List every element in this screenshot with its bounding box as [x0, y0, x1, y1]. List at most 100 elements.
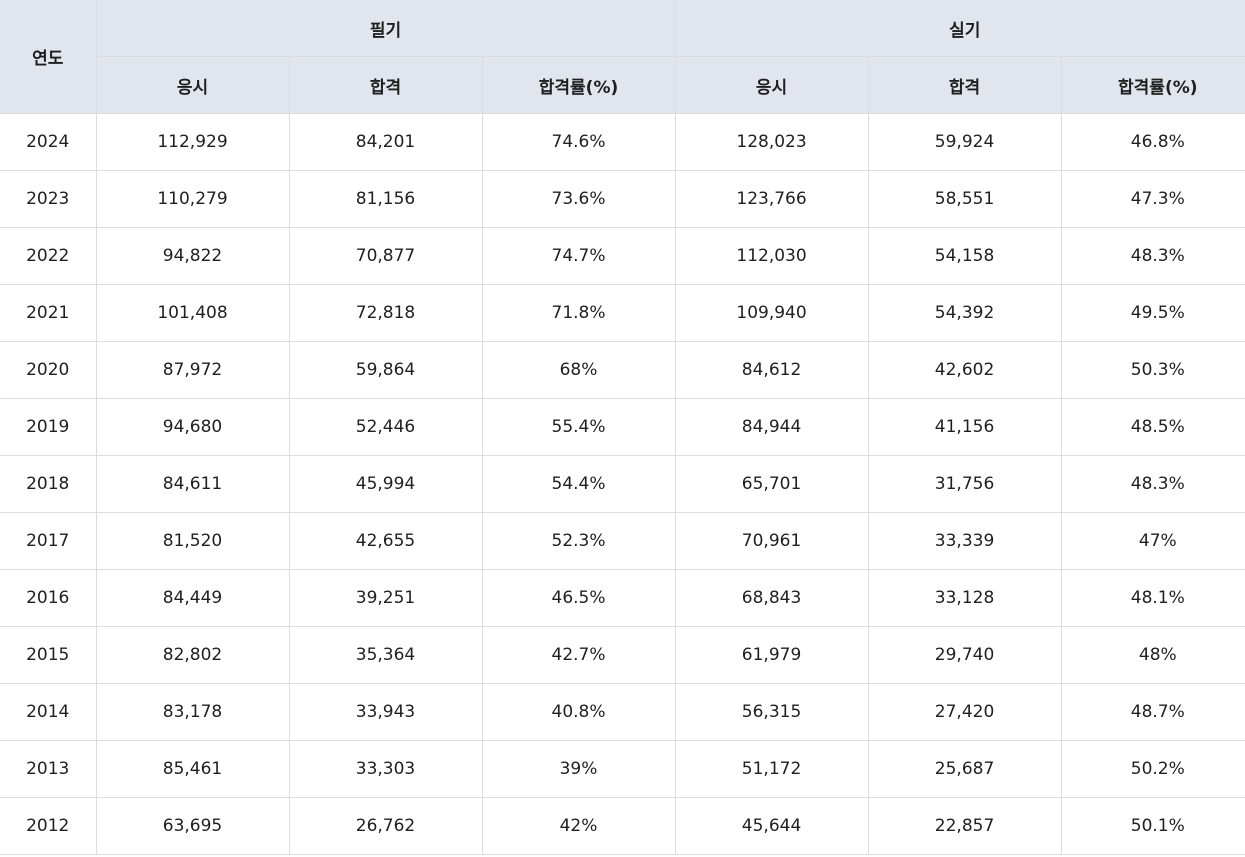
cell-practical-passed: 54,158 — [867, 227, 1062, 285]
cell-year: 2018 — [0, 455, 97, 513]
cell-year: 2014 — [0, 683, 97, 741]
cell-written-applicants: 110,279 — [95, 170, 290, 228]
cell-practical-passed: 25,687 — [867, 740, 1062, 798]
cell-practical-passed: 54,392 — [867, 284, 1062, 342]
cell-practical-applicants: 65,701 — [674, 455, 869, 513]
cell-year: 2021 — [0, 284, 97, 342]
cell-written-pass-rate: 52.3% — [481, 512, 676, 570]
table-row: 2021 101,408 72,818 71.8% 109,940 54,392 49.5% — [0, 284, 1245, 342]
header-row-groups: 연도 필기 실기 — [0, 0, 1245, 114]
cell-written-pass-rate: 74.7% — [481, 227, 676, 285]
cell-written-applicants: 83,178 — [95, 683, 290, 741]
header-written-pass-rate: 합격률(%) — [481, 56, 676, 114]
cell-year: 2022 — [0, 227, 97, 285]
cell-written-passed: 52,446 — [288, 398, 483, 456]
cell-practical-applicants: 123,766 — [674, 170, 869, 228]
cell-written-passed: 70,877 — [288, 227, 483, 285]
cell-year: 2015 — [0, 626, 97, 684]
cell-practical-passed: 59,924 — [867, 113, 1062, 171]
cell-written-applicants: 81,520 — [95, 512, 290, 570]
cell-written-pass-rate: 71.8% — [481, 284, 676, 342]
cell-practical-applicants: 68,843 — [674, 569, 869, 627]
cell-practical-passed: 33,339 — [867, 512, 1062, 570]
cell-practical-passed: 27,420 — [867, 683, 1062, 741]
header-group-practical: 실기 — [674, 0, 1245, 57]
cell-written-pass-rate: 46.5% — [481, 569, 676, 627]
cell-written-applicants: 94,822 — [95, 227, 290, 285]
cell-written-applicants: 82,802 — [95, 626, 290, 684]
cell-practical-passed: 29,740 — [867, 626, 1062, 684]
cell-practical-applicants: 70,961 — [674, 512, 869, 570]
cell-year: 2019 — [0, 398, 97, 456]
cell-year: 2012 — [0, 797, 97, 855]
header-group-written: 필기 — [95, 0, 676, 57]
table-row: 2020 87,972 59,864 68% 84,612 42,602 50.3% — [0, 341, 1245, 399]
cell-written-pass-rate: 74.6% — [481, 113, 676, 171]
cell-written-applicants: 101,408 — [95, 284, 290, 342]
cell-written-pass-rate: 55.4% — [481, 398, 676, 456]
cell-practical-passed: 33,128 — [867, 569, 1062, 627]
cell-practical-pass-rate: 48.3% — [1060, 455, 1245, 513]
cell-practical-pass-rate: 48.3% — [1060, 227, 1245, 285]
header-written-applicants: 응시 — [96, 56, 290, 114]
cell-written-applicants: 112,929 — [95, 113, 290, 171]
cell-year: 2013 — [0, 740, 97, 798]
cell-written-pass-rate: 54.4% — [481, 455, 676, 513]
table-header: 연도 필기 실기 응시 합격 합격률(%) 응시 합격 합격률(%) — [0, 0, 1245, 114]
cell-practical-passed: 58,551 — [867, 170, 1062, 228]
cell-practical-applicants: 128,023 — [674, 113, 869, 171]
table-row: 2022 94,822 70,877 74.7% 112,030 54,158 48.3% — [0, 227, 1245, 285]
table-row: 2017 81,520 42,655 52.3% 70,961 33,339 47% — [0, 512, 1245, 570]
cell-practical-pass-rate: 50.1% — [1060, 797, 1245, 855]
cell-written-pass-rate: 39% — [481, 740, 676, 798]
cell-written-passed: 81,156 — [288, 170, 483, 228]
header-year: 연도 — [0, 0, 97, 114]
table-row: 2015 82,802 35,364 42.7% 61,979 29,740 48% — [0, 626, 1245, 684]
cell-written-applicants: 87,972 — [95, 341, 290, 399]
table-row: 2014 83,178 33,943 40.8% 56,315 27,420 48.7% — [0, 683, 1245, 741]
cell-practical-passed: 42,602 — [867, 341, 1062, 399]
cell-practical-pass-rate: 47.3% — [1060, 170, 1245, 228]
cell-practical-pass-rate: 46.8% — [1060, 113, 1245, 171]
cell-practical-passed: 22,857 — [867, 797, 1062, 855]
cell-written-passed: 59,864 — [288, 341, 483, 399]
cell-practical-pass-rate: 48.7% — [1060, 683, 1245, 741]
cell-written-passed: 72,818 — [288, 284, 483, 342]
cell-written-applicants: 94,680 — [95, 398, 290, 456]
cell-written-passed: 39,251 — [288, 569, 483, 627]
table-body: 2024 112,929 84,201 74.6% 128,023 59,924 46.8%… — [0, 113, 1245, 855]
cell-practical-pass-rate: 50.3% — [1060, 341, 1245, 399]
table-row: 2013 85,461 33,303 39% 51,172 25,687 50.2% — [0, 740, 1245, 798]
cell-written-passed: 33,943 — [288, 683, 483, 741]
cell-written-passed: 84,201 — [288, 113, 483, 171]
cell-practical-applicants: 56,315 — [674, 683, 869, 741]
cell-practical-applicants: 109,940 — [674, 284, 869, 342]
cell-practical-pass-rate: 49.5% — [1060, 284, 1245, 342]
cell-written-passed: 33,303 — [288, 740, 483, 798]
header-row-columns: 응시 합격 합격률(%) 응시 합격 합격률(%) — [0, 56, 1245, 114]
cell-practical-applicants: 112,030 — [674, 227, 869, 285]
header-practical-applicants: 응시 — [674, 56, 869, 114]
cell-practical-pass-rate: 48.1% — [1060, 569, 1245, 627]
header-written-passed: 합격 — [288, 56, 483, 114]
cell-written-pass-rate: 73.6% — [481, 170, 676, 228]
cell-year: 2024 — [0, 113, 97, 171]
cell-practical-passed: 41,156 — [867, 398, 1062, 456]
cell-practical-pass-rate: 48% — [1060, 626, 1245, 684]
cell-written-pass-rate: 42% — [481, 797, 676, 855]
cell-year: 2020 — [0, 341, 97, 399]
cell-written-applicants: 84,611 — [95, 455, 290, 513]
cell-written-passed: 26,762 — [288, 797, 483, 855]
table-row: 2012 63,695 26,762 42% 45,644 22,857 50.1% — [0, 797, 1245, 855]
cell-practical-applicants: 61,979 — [674, 626, 869, 684]
cell-year: 2017 — [0, 512, 97, 570]
cell-year: 2023 — [0, 170, 97, 228]
cell-practical-pass-rate: 48.5% — [1060, 398, 1245, 456]
cell-practical-passed: 31,756 — [867, 455, 1062, 513]
header-practical-pass-rate: 합격률(%) — [1060, 56, 1245, 114]
cell-written-applicants: 85,461 — [95, 740, 290, 798]
cell-written-passed: 45,994 — [288, 455, 483, 513]
cell-written-pass-rate: 42.7% — [481, 626, 676, 684]
cell-written-passed: 35,364 — [288, 626, 483, 684]
cell-written-passed: 42,655 — [288, 512, 483, 570]
